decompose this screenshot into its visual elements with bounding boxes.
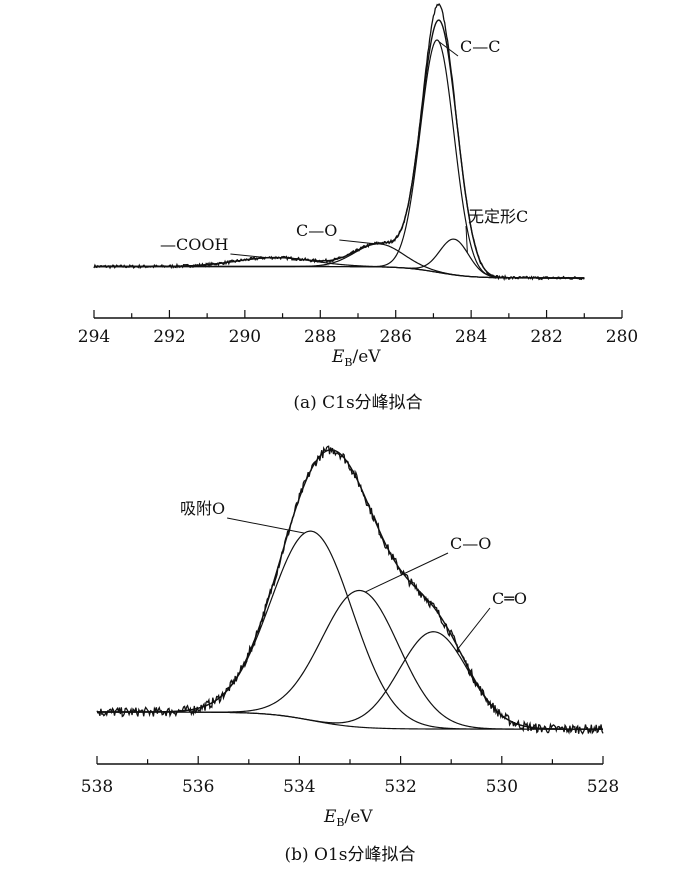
background-line: [94, 265, 585, 279]
annotation-leader-line: [227, 517, 305, 534]
x-tick-label: 282: [530, 327, 562, 347]
x-tick-label: 294: [78, 327, 110, 347]
raw-spectrum-line: [96, 445, 604, 735]
annotation-leader-line: [230, 253, 268, 259]
component-label: —COOH: [160, 235, 228, 254]
x-tick-label: 292: [153, 327, 185, 347]
x-tick-label: 290: [229, 327, 261, 347]
x-tick-label: 538: [81, 777, 113, 797]
component-line: [94, 256, 585, 279]
x-axis-label-subscript: B: [336, 816, 344, 829]
component-line: [97, 530, 603, 730]
x-axis-label-unit: /eV: [353, 347, 382, 367]
x-tick-label: 280: [606, 327, 638, 347]
envelope-line: [97, 449, 603, 730]
panel-caption: (b) O1s分峰拟合: [284, 845, 415, 865]
x-axis-label: EB/eV: [323, 807, 373, 829]
x-tick-label: 528: [587, 777, 619, 797]
x-axis-label-unit: /eV: [345, 807, 374, 827]
x-tick-label: 536: [182, 777, 214, 797]
panel-c1s: 294 292 290 288 286 284 282 280 EB/eV (a) C1s分峰拟合…: [78, 2, 638, 413]
x-tick-label: 286: [379, 327, 411, 347]
x-tick-label: 284: [455, 327, 487, 347]
x-tick-label: 532: [384, 777, 416, 797]
x-axis-label: EB/eV: [331, 347, 381, 369]
component-label: 吸附O: [180, 499, 225, 518]
panel-caption: (a) C1s分峰拟合: [293, 393, 422, 413]
raw-spectrum-line: [93, 2, 585, 282]
component-label: C—O: [296, 221, 337, 240]
component-line: [97, 589, 603, 730]
annotation-leader-line: [339, 239, 377, 245]
x-axis-label-subscript: B: [344, 356, 352, 369]
x-axis-label-symbol: E: [331, 347, 345, 367]
component-label: C—O: [450, 534, 491, 553]
panel-o1s: 538 536 534 532 530 528 EB/eV (b) O1s分峰拟合 吸附O C—O…: [81, 445, 619, 865]
x-tick-label: 530: [486, 777, 518, 797]
component-line: [97, 631, 603, 730]
x-tick-label: 288: [304, 327, 336, 347]
annotation-leader-line: [438, 41, 459, 57]
annotation-leader-line: [364, 552, 449, 593]
annotation-leader-line: [455, 607, 491, 652]
component-label: 无定形C: [468, 207, 528, 226]
component-label: C—C: [460, 37, 500, 56]
x-tick-label: 534: [283, 777, 315, 797]
x-axis-label-symbol: E: [323, 807, 337, 827]
component-label: C═O: [492, 589, 527, 608]
annotation-leader-line: [465, 225, 468, 253]
